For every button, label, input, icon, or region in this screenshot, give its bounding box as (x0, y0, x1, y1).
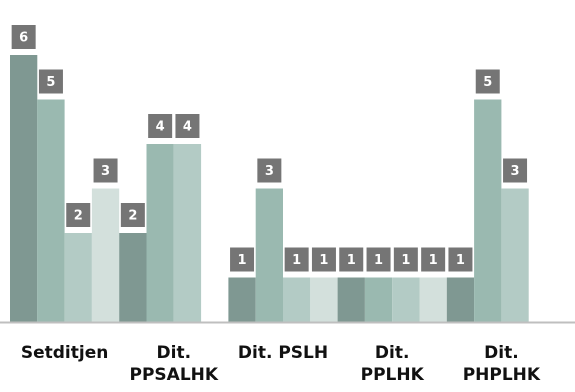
data-label: 1 (339, 247, 364, 272)
x-tick-label: PHPLHK (463, 365, 541, 385)
data-label-text: 5 (483, 75, 492, 90)
data-label-text: 1 (401, 253, 410, 268)
data-label-text: 6 (19, 31, 28, 46)
bar (173, 144, 202, 322)
bar (64, 233, 92, 322)
data-label-box (175, 114, 200, 138)
data-label-box (11, 25, 36, 49)
data-label-box (393, 247, 418, 272)
data-label: 2 (120, 203, 145, 227)
data-label-text: 3 (511, 164, 520, 179)
data-labels-layer: 6 5 2 3 2 4 4 1 3 1 1 1 1 1 1 1 5 3 (11, 25, 528, 272)
bar (337, 277, 365, 322)
data-label: 1 (284, 247, 309, 272)
data-label-box (148, 114, 173, 138)
data-label-box (503, 158, 528, 183)
data-label: 1 (311, 247, 336, 272)
data-label-box (230, 247, 255, 272)
bar (392, 277, 420, 322)
data-label-box (66, 203, 91, 227)
data-label: 4 (175, 114, 200, 138)
x-tick-label: Setditjen (21, 343, 108, 363)
data-label-text: 1 (238, 253, 247, 268)
data-label-text: 3 (265, 164, 274, 179)
data-label-box (448, 247, 473, 272)
data-label-text: 1 (347, 253, 356, 268)
data-label-box (38, 69, 63, 94)
data-label-text: 4 (183, 120, 192, 135)
data-label: 5 (38, 69, 63, 94)
data-label-text: 1 (292, 253, 301, 268)
data-label-box (475, 69, 500, 94)
data-label: 4 (148, 114, 173, 138)
x-tick-label: PPLHK (361, 365, 425, 385)
data-label-box (366, 247, 391, 272)
data-label-box (93, 158, 118, 183)
bar (446, 277, 475, 322)
x-tick-label: Dit. (375, 343, 410, 363)
bar (255, 188, 283, 322)
data-label-text: 1 (319, 253, 328, 268)
data-label-box (284, 247, 309, 272)
x-tick-label: PPSALHK (130, 365, 219, 385)
data-label: 1 (448, 247, 473, 272)
data-label-text: 3 (101, 164, 110, 179)
bar (37, 99, 65, 322)
bars-layer (10, 55, 529, 322)
x-tick-label: Dit. (484, 343, 519, 363)
data-label-box (257, 158, 282, 183)
bar (364, 277, 393, 322)
bar (419, 277, 447, 322)
data-label-text: 4 (156, 120, 165, 135)
bar (146, 144, 174, 322)
data-label: 1 (393, 247, 418, 272)
bar (310, 277, 338, 322)
data-label-box (120, 203, 145, 227)
data-label: 3 (257, 158, 282, 183)
bar (501, 188, 529, 322)
bar (91, 188, 120, 322)
data-label: 3 (93, 158, 118, 183)
data-label: 2 (66, 203, 91, 227)
bar (10, 55, 38, 322)
data-label: 3 (503, 158, 528, 183)
data-label-text: 2 (74, 209, 83, 224)
bar (283, 277, 311, 322)
data-label-box (421, 247, 446, 272)
x-tick-label: Dit. (157, 343, 192, 363)
data-label-box (339, 247, 364, 272)
data-label-text: 1 (456, 253, 465, 268)
bar (119, 233, 147, 322)
data-label: 1 (366, 247, 391, 272)
data-label: 1 (230, 247, 255, 272)
x-tick-label: Dit. PSLH (238, 343, 328, 363)
data-label-text: 1 (429, 253, 438, 268)
data-label-box (311, 247, 336, 272)
data-label-text: 1 (374, 253, 383, 268)
data-label: 5 (475, 69, 500, 94)
data-label: 1 (421, 247, 446, 272)
data-label: 6 (11, 25, 36, 49)
bar (228, 277, 256, 322)
bar (474, 99, 502, 322)
data-label-text: 2 (128, 209, 137, 224)
data-label-text: 5 (46, 75, 55, 90)
